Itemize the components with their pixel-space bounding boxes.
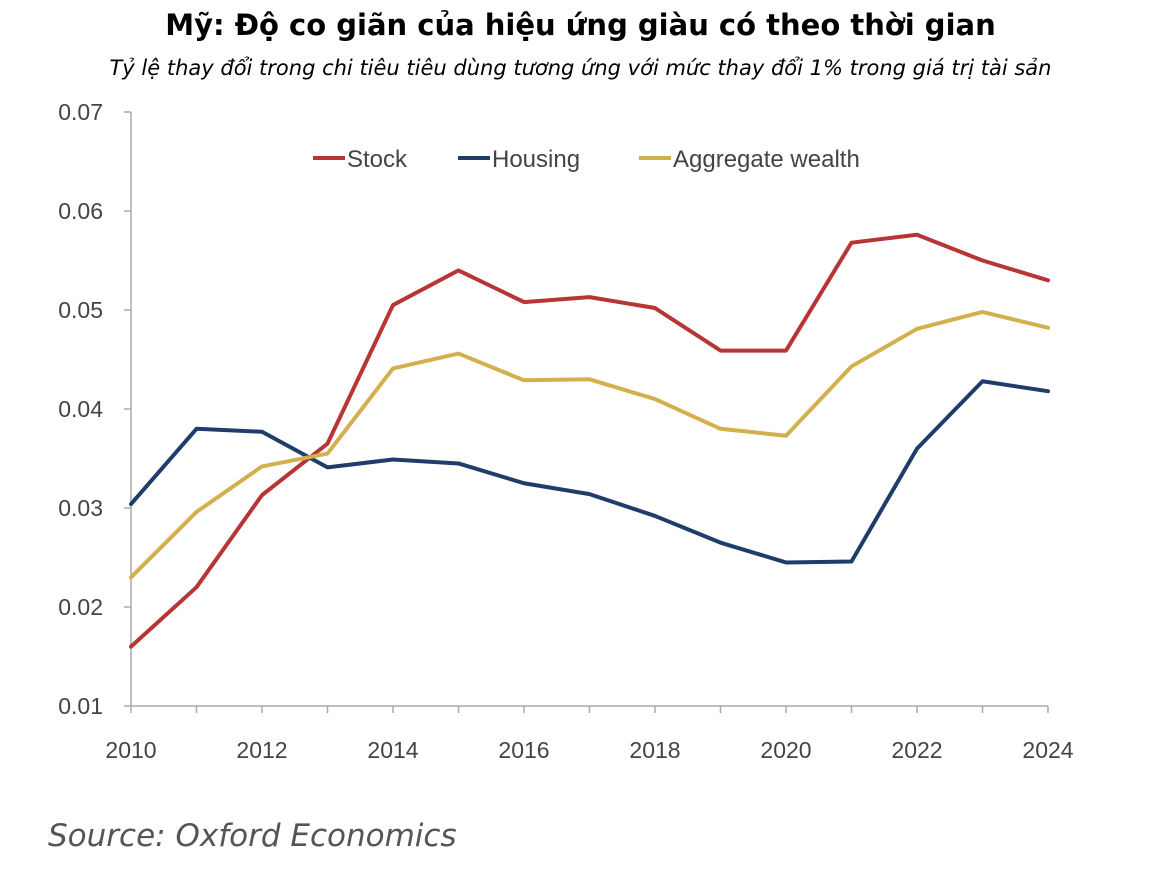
legend-item-aggregate-wealth: Aggregate wealth [639, 146, 860, 173]
chart-legend: Stock Housing Aggregate wealth [313, 146, 860, 173]
y-tick-label: 0.02 [58, 594, 103, 620]
legend-label: Aggregate wealth [673, 146, 860, 173]
x-tick-label: 2010 [105, 737, 156, 763]
x-tick-label: 2014 [367, 737, 418, 763]
x-tick-label: 2024 [1022, 737, 1073, 763]
y-tick-label: 0.06 [58, 198, 103, 224]
chart-axes: 0.01 0.02 0.03 0.04 0.05 0.06 0.07 2010 2012 2014… [58, 99, 1074, 763]
x-tick-label: 2020 [760, 737, 811, 763]
y-tick-label: 0.01 [58, 693, 103, 719]
series-line-stock [129, 232, 1050, 649]
y-tick-label: 0.07 [58, 99, 103, 125]
series-line-aggregate-wealth [129, 309, 1050, 580]
chart-title: Mỹ: Độ co giãn của hiệu ứng giàu có theo… [165, 8, 996, 42]
chart-series [129, 232, 1050, 649]
x-tick-label: 2016 [498, 737, 549, 763]
source-note: Source: Oxford Economics [48, 818, 457, 854]
legend-item-housing: Housing [458, 146, 580, 173]
y-tick-label: 0.05 [58, 297, 103, 323]
y-tick-label: 0.03 [58, 495, 103, 521]
legend-label: Stock [347, 146, 408, 173]
legend-item-stock: Stock [313, 146, 408, 173]
y-tick-label: 0.04 [58, 396, 103, 422]
x-tick-label: 2018 [629, 737, 680, 763]
x-tick-label: 2012 [236, 737, 287, 763]
x-tick-label: 2022 [891, 737, 942, 763]
legend-label: Housing [492, 146, 580, 173]
chart-subtitle: Tỷ lệ thay đổi trong chi tiêu tiêu dùng … [109, 56, 1052, 80]
series-line-housing [129, 379, 1050, 565]
